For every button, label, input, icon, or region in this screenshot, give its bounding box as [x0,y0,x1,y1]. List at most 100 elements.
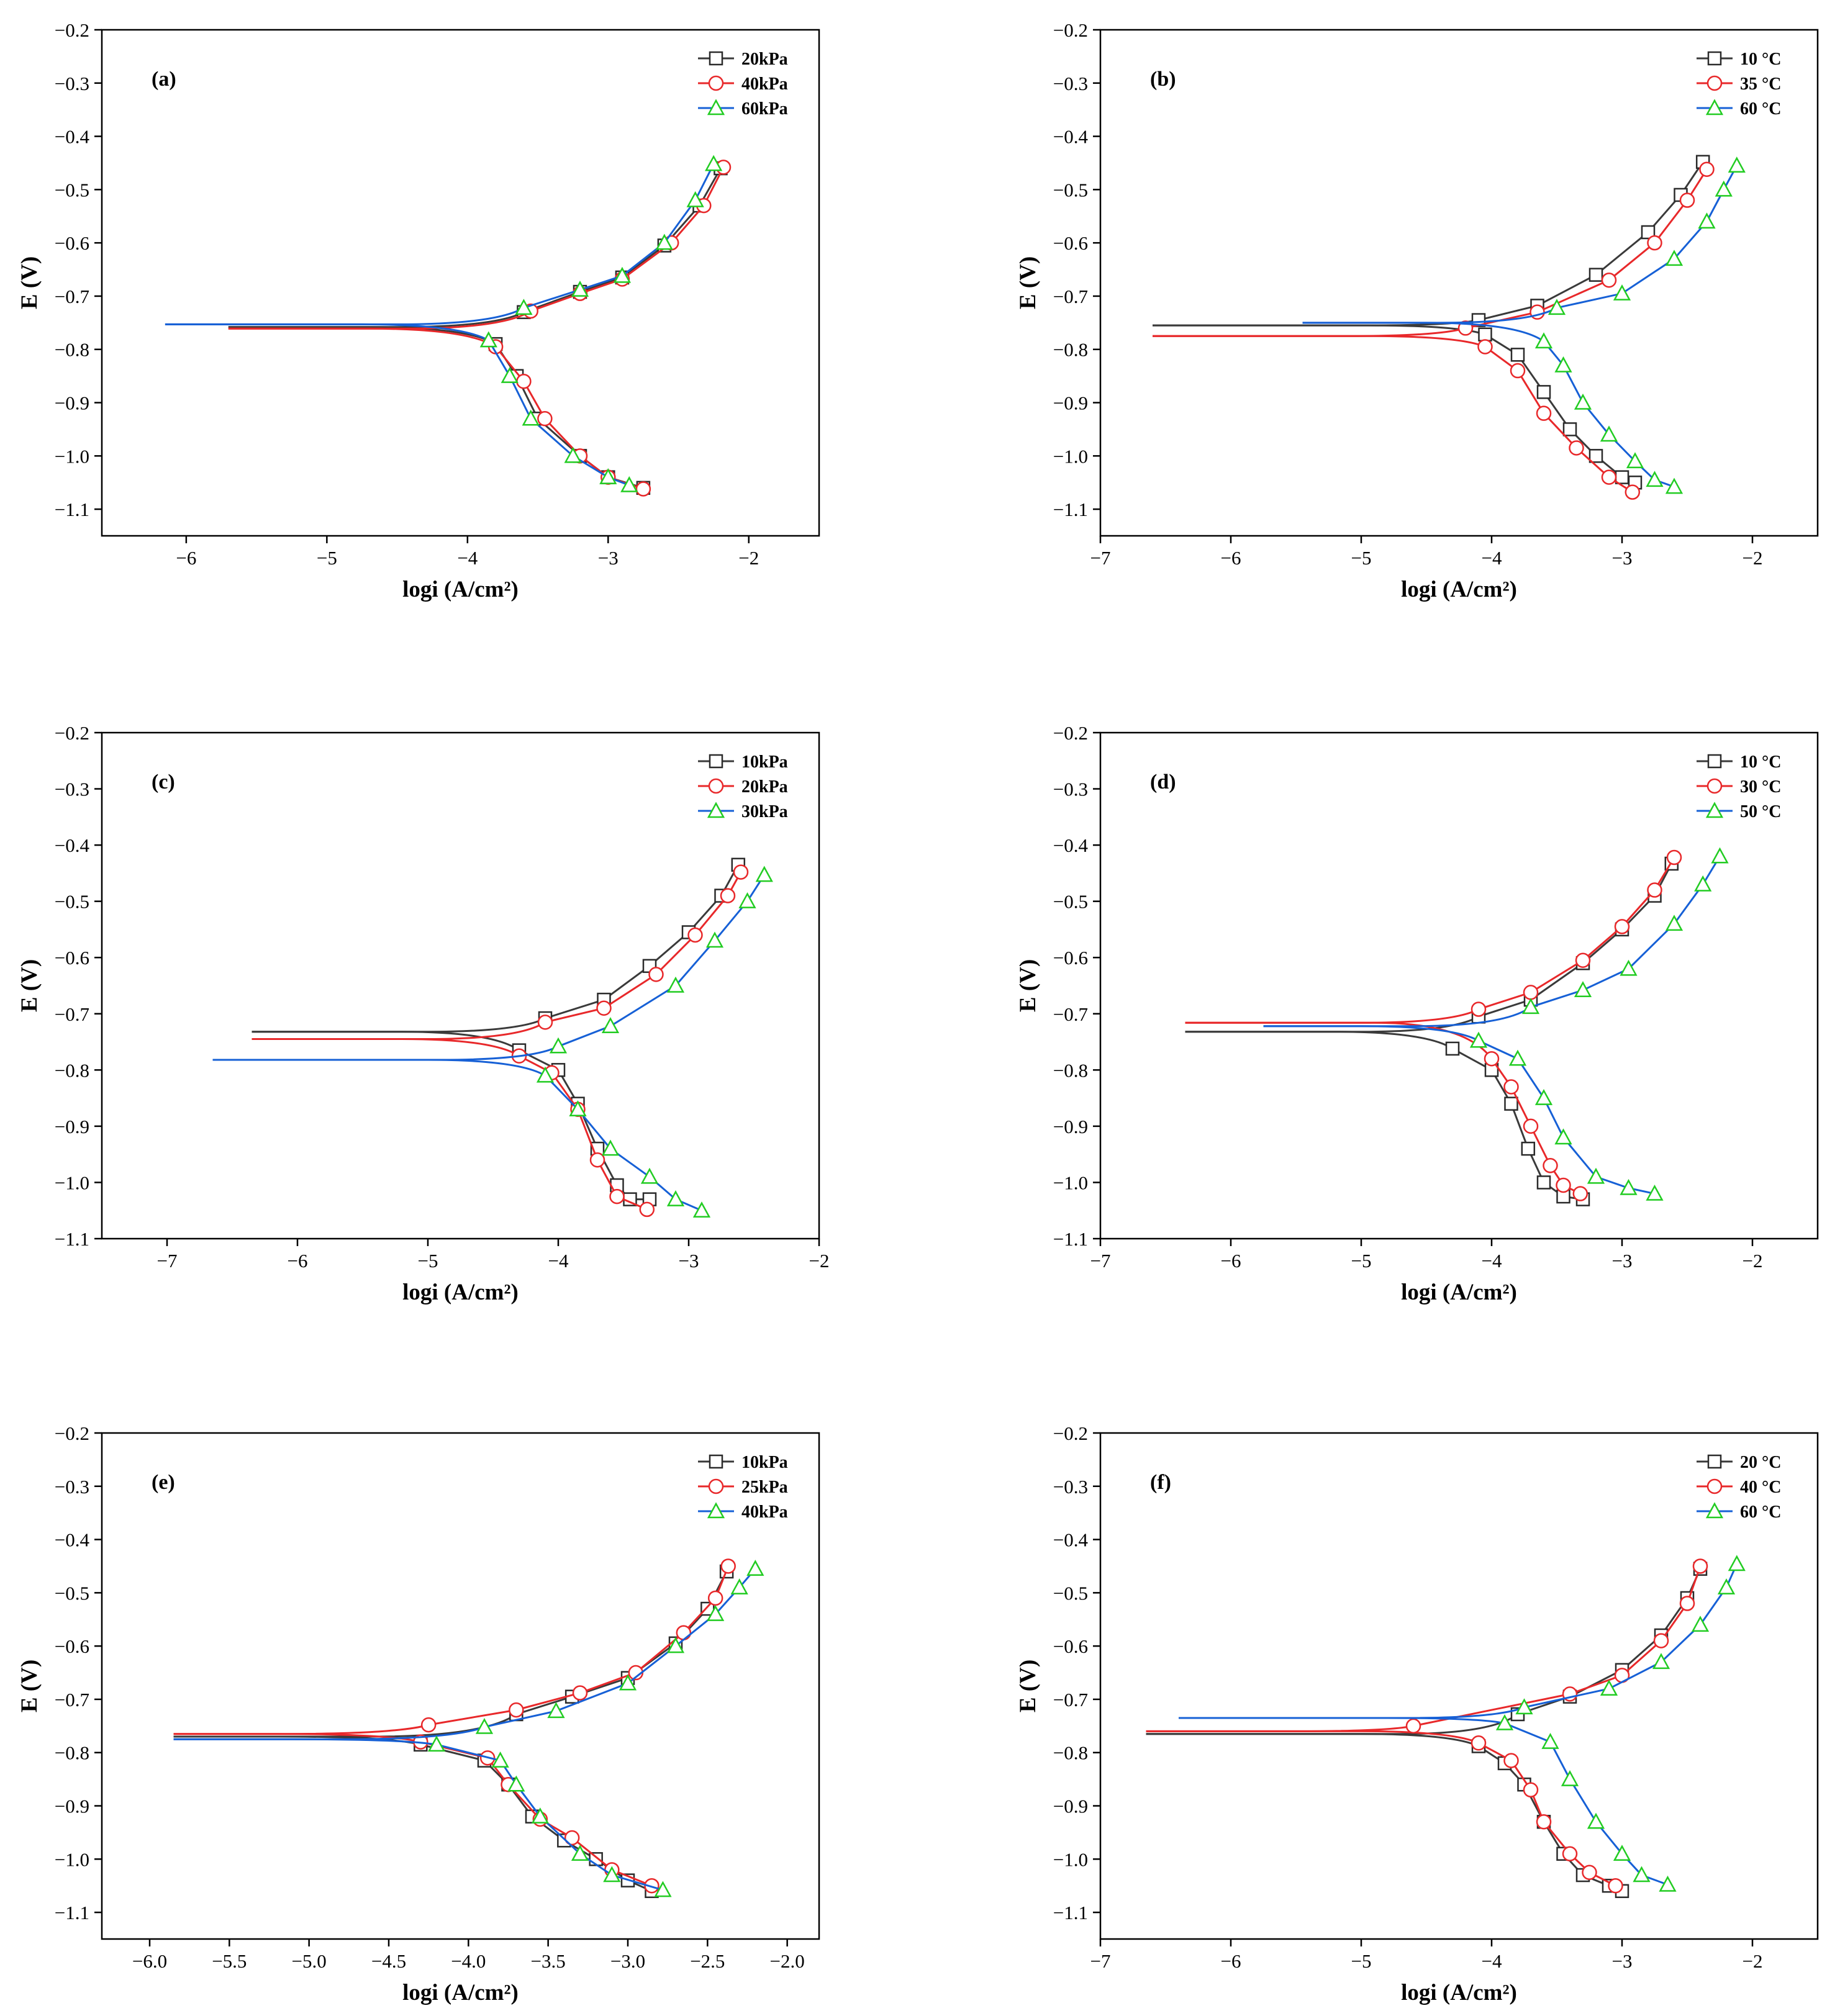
x-tick-label: −3.0 [610,1950,645,1972]
x-axis-title: logi (A/cm²) [402,1280,519,1305]
y-tick-label: −0.4 [1053,126,1089,148]
data-point [1569,440,1584,456]
data-point [515,299,533,315]
y-tick-label: −0.2 [1053,1422,1088,1444]
plot-frame [1099,1432,1819,1940]
x-tick-label: −3.5 [531,1950,566,1972]
anodic-branch-line [1153,161,1704,327]
legend-marker [708,75,724,91]
x-tick-label: −4 [1482,547,1502,569]
legend-label: 60kPa [741,99,788,119]
y-axis-title: E (V) [1015,256,1041,309]
data-point [531,1807,549,1824]
series-2 [173,1560,764,1897]
data-point [746,1560,764,1576]
x-tick-label: −2 [1743,1950,1763,1972]
data-point [730,1578,748,1595]
data-point [1711,847,1729,864]
y-tick-label: −0.4 [55,834,90,856]
data-point [619,1674,637,1691]
y-tick-label: −0.9 [55,1796,89,1817]
legend-marker [1706,75,1723,91]
legend-label: 20kPa [741,50,788,69]
data-point [599,468,617,484]
series-1 [1185,849,1682,1201]
data-point [1556,1177,1571,1193]
data-point [755,866,773,882]
data-point [1574,393,1592,410]
anodic-branch-line [252,871,742,1041]
chart-panel-c: −7 −6 −5 −4 −3 −2 −0.2 −0.3 −0.4 −0.5 −0.6 −0.7 −0.8… [17,722,829,1305]
y-tick-label: −0.6 [55,232,89,254]
data-point [427,1735,446,1752]
x-axis-title: logi (A/cm²) [402,577,519,602]
cathodic-branch-line [165,323,630,486]
y-tick-label: −0.8 [1053,339,1088,361]
plot-frame [101,29,820,537]
y-tick-label: −0.5 [55,179,89,201]
legend-label: 35 °C [1740,75,1781,94]
data-point [571,1845,589,1861]
legend-marker [1705,802,1724,818]
legend-marker [709,754,723,769]
x-tick-label: −5 [1351,547,1372,569]
data-point [1665,915,1684,931]
y-axis-title: E (V) [1015,1660,1041,1712]
cathodic-branch-line [252,1038,648,1211]
data-point [1728,156,1746,173]
data-point [1523,1782,1539,1798]
data-point [1665,250,1684,266]
x-tick-label: −6 [1221,547,1241,569]
x-tick-label: −5 [1351,1250,1372,1272]
data-point [1679,192,1695,208]
data-point [720,888,736,903]
data-point [1554,356,1572,373]
y-tick-label: −1.0 [1053,1848,1088,1870]
legend-label: 10 °C [1740,50,1781,69]
y-tick-label: −0.6 [1053,947,1088,969]
y-tick-label: −0.9 [1053,1796,1088,1817]
legend-label: 10kPa [741,1453,788,1472]
y-tick-label: −1.0 [55,1848,89,1870]
y-tick-label: −0.8 [55,1059,89,1081]
data-point [1601,469,1617,485]
data-point [654,1881,672,1897]
data-point [1613,1845,1631,1861]
data-point [1717,1578,1736,1595]
y-tick-label: −1.1 [1053,1228,1088,1250]
panel-label: (e) [152,1471,175,1494]
x-tick-label: −6 [176,547,196,569]
series-0 [1185,856,1679,1206]
y-axis-title: E (V) [17,1660,42,1712]
data-point [1575,952,1591,968]
series-0 [252,857,746,1206]
data-point [1715,180,1733,197]
x-tick-label: −4 [1482,1250,1502,1272]
y-tick-label: −0.3 [1053,779,1088,800]
data-point [1574,981,1592,997]
data-point [596,1000,612,1016]
x-tick-label: −7 [1090,1950,1111,1972]
plot-frame [1099,29,1819,537]
legend: 10kPa 25kPa 40kPa [698,1453,788,1522]
data-point [1541,1732,1559,1749]
data-point [692,1201,711,1218]
series-1 [173,1558,736,1894]
data-point [1587,1812,1605,1829]
y-tick-label: −1.1 [55,499,89,520]
data-point [589,1152,605,1168]
x-tick-label: −4 [1482,1950,1502,1972]
y-tick-label: −0.8 [1053,1059,1088,1081]
legend-label: 10kPa [741,753,788,772]
y-axis-title: E (V) [17,959,42,1012]
y-tick-label: −0.5 [55,891,89,913]
data-point [1613,284,1631,301]
x-tick-label: −3 [679,1250,699,1272]
anodic-branch-line [228,166,725,330]
data-point [1471,1735,1487,1751]
data-point [536,1066,555,1083]
data-point [1620,1178,1638,1195]
y-tick-label: −0.7 [55,1003,89,1025]
y-tick-label: −0.4 [1053,1529,1089,1551]
panel-label: (d) [1150,771,1176,793]
